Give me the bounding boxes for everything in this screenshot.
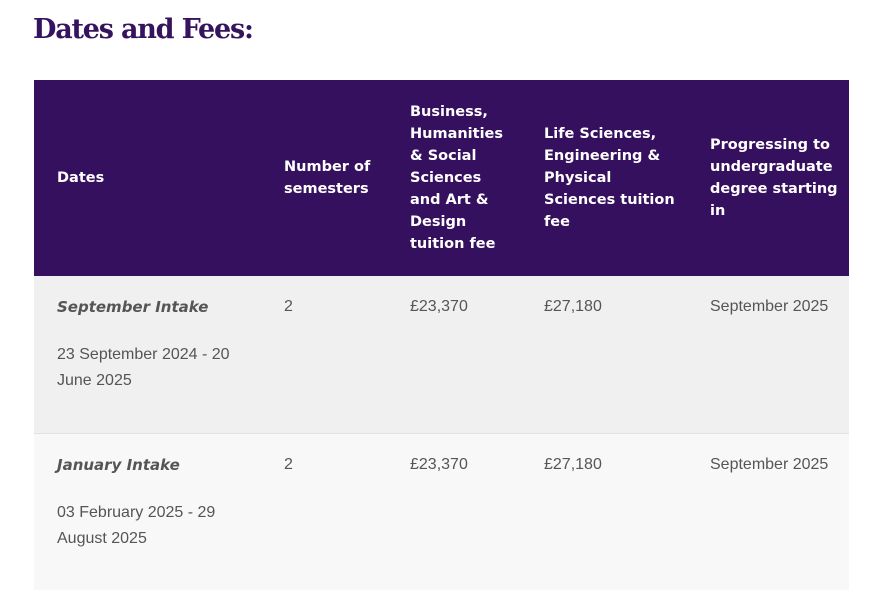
header-number-of-semesters: Number of semesters bbox=[284, 159, 371, 197]
table-row: September Intake 23 September 2024 - 20 … bbox=[34, 276, 849, 433]
table-header-row: Dates Number of semesters Business, Huma… bbox=[34, 80, 849, 276]
intake-name: January Intake bbox=[57, 455, 180, 474]
dates-and-fees-table: Dates Number of semesters Business, Huma… bbox=[34, 80, 849, 590]
dates-cell: January Intake 03 February 2025 - 29 Aug… bbox=[34, 433, 261, 590]
table-header: Dates Number of semesters Business, Huma… bbox=[34, 80, 849, 276]
header-progression: Progressing to undergraduate degree star… bbox=[710, 137, 838, 219]
page-title: Dates and Fees: bbox=[33, 14, 254, 45]
intake-name: September Intake bbox=[57, 298, 209, 316]
header-lseps-tuition-fee: Life Sciences, Engineering & Physical Sc… bbox=[544, 126, 675, 230]
progression-cell: September 2025 bbox=[710, 298, 829, 315]
bhss-fee-cell: £23,370 bbox=[410, 455, 468, 473]
header-dates: Dates bbox=[57, 170, 105, 186]
table-body: September Intake 23 September 2024 - 20 … bbox=[34, 276, 849, 590]
progression-cell: September 2025 bbox=[710, 455, 829, 473]
header-bhss-tuition-fee: Business, Humanities & Social Sciences a… bbox=[410, 104, 504, 252]
table-row: January Intake 03 February 2025 - 29 Aug… bbox=[34, 433, 849, 590]
dates-cell: September Intake 23 September 2024 - 20 … bbox=[34, 276, 261, 433]
lseps-fee-cell: £27,180 bbox=[544, 455, 602, 473]
bhss-fee-cell: £23,370 bbox=[410, 298, 468, 315]
semesters-cell: 2 bbox=[284, 298, 293, 315]
lseps-fee-cell: £27,180 bbox=[544, 298, 602, 315]
intake-dates: 23 September 2024 - 20 June 2025 bbox=[57, 346, 230, 389]
semesters-cell: 2 bbox=[284, 455, 293, 473]
intake-dates: 03 February 2025 - 29 August 2025 bbox=[57, 503, 216, 547]
